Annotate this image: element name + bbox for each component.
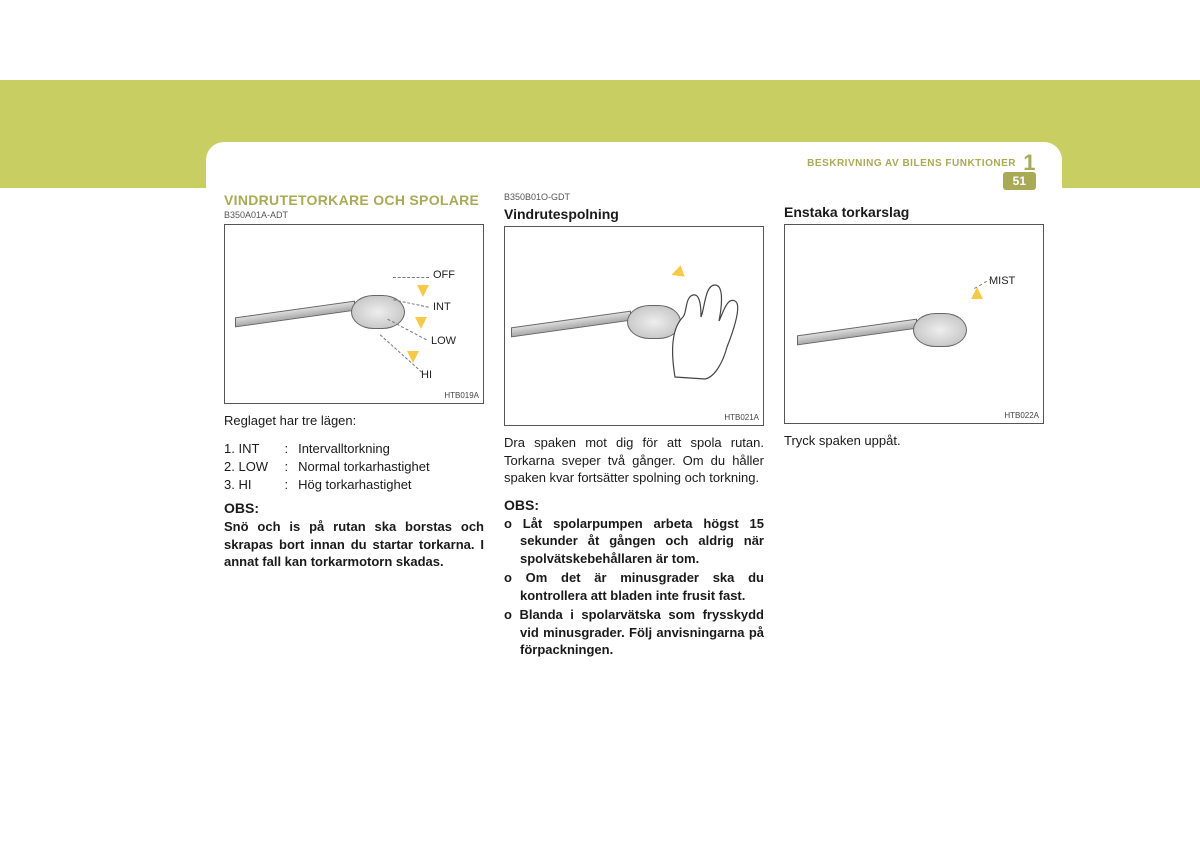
arrow-icon: [417, 285, 429, 297]
list-item: Om det är minusgrader ska du kontrollera…: [504, 569, 764, 604]
chapter-label: BESKRIVNING AV BILENS FUNKTIONER 1: [807, 150, 1036, 176]
label-low: LOW: [431, 335, 456, 347]
lever-illustration: [235, 295, 405, 335]
mode-desc: Normal torkarhastighet: [298, 459, 430, 474]
figure-mist: MIST HTB022A: [784, 224, 1044, 424]
lever-illustration: [511, 305, 681, 345]
modes-list: 1. INT: Intervalltorkning 2. LOW: Normal…: [224, 440, 484, 495]
column-mist: Enstaka torkarslag MIST HTB022A Tryck sp…: [784, 192, 1044, 661]
arrow-icon: [407, 351, 419, 363]
page-number-badge: 51: [1003, 172, 1036, 190]
arrow-icon: [971, 287, 983, 299]
label-off: OFF: [433, 269, 455, 281]
chapter-text: BESKRIVNING AV BILENS FUNKTIONER: [807, 158, 1016, 169]
mode-key: INT: [238, 440, 284, 458]
list-item: 1. INT: Intervalltorkning: [224, 440, 484, 458]
mode-num: 3.: [224, 477, 235, 492]
list-item: Låt spolarpumpen arbeta högst 15 sekunde…: [504, 515, 764, 568]
sub-title: Enstaka torkarslag: [784, 204, 1044, 220]
label-int: INT: [433, 301, 451, 313]
label-hi: HI: [421, 369, 432, 381]
lever-illustration: [797, 313, 967, 353]
body-text: Tryck spaken uppåt.: [784, 432, 1044, 450]
column-wipers: VINDRUTETORKARE OCH SPOLARE B350A01A-ADT…: [224, 192, 484, 661]
obs-list: Låt spolarpumpen arbeta högst 15 sekunde…: [504, 515, 764, 659]
figure-code: HTB019A: [444, 391, 479, 400]
column-washer: B350B01O-GDT Vindrutespolning HTB021A Dr…: [504, 192, 764, 661]
label-mist: MIST: [989, 275, 1015, 287]
reference-code: B350A01A-ADT: [224, 210, 484, 220]
figure-code: HTB021A: [724, 413, 759, 422]
arrow-icon: [415, 317, 427, 329]
list-item: 3. HI: Hög torkarhastighet: [224, 476, 484, 494]
content-columns: VINDRUTETORKARE OCH SPOLARE B350A01A-ADT…: [206, 192, 1062, 661]
body-text: Dra spaken mot dig för att spola rutan. …: [504, 434, 764, 487]
list-item: 2. LOW: Normal torkarhastighet: [224, 458, 484, 476]
section-title: VINDRUTETORKARE OCH SPOLARE: [224, 192, 484, 208]
mode-desc: Intervalltorkning: [298, 441, 390, 456]
page-card: BESKRIVNING AV BILENS FUNKTIONER 1 51 VI…: [206, 142, 1062, 762]
figure-washer: HTB021A: [504, 226, 764, 426]
obs-heading: OBS:: [504, 497, 764, 513]
obs-text: Snö och is på rutan ska borstas och skra…: [224, 518, 484, 571]
mode-num: 2.: [224, 459, 235, 474]
list-item: Blanda i spolarvätska som frysskydd vid …: [504, 606, 764, 659]
figure-wiper-modes: OFF INT LOW HI HTB019A: [224, 224, 484, 404]
reference-code: B350B01O-GDT: [504, 192, 764, 202]
mode-key: LOW: [238, 458, 284, 476]
hand-icon: [665, 267, 745, 387]
figure-code: HTB022A: [1004, 411, 1039, 420]
mode-key: HI: [238, 476, 284, 494]
page-header: BESKRIVNING AV BILENS FUNKTIONER 1 51: [206, 152, 1062, 192]
modes-intro: Reglaget har tre lägen:: [224, 412, 484, 430]
mode-desc: Hög torkarhastighet: [298, 477, 411, 492]
sub-title: Vindrutespolning: [504, 206, 764, 222]
obs-heading: OBS:: [224, 500, 484, 516]
mode-num: 1.: [224, 441, 235, 456]
